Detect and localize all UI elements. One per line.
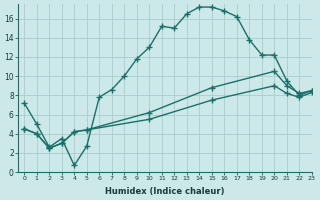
X-axis label: Humidex (Indice chaleur): Humidex (Indice chaleur): [105, 187, 225, 196]
